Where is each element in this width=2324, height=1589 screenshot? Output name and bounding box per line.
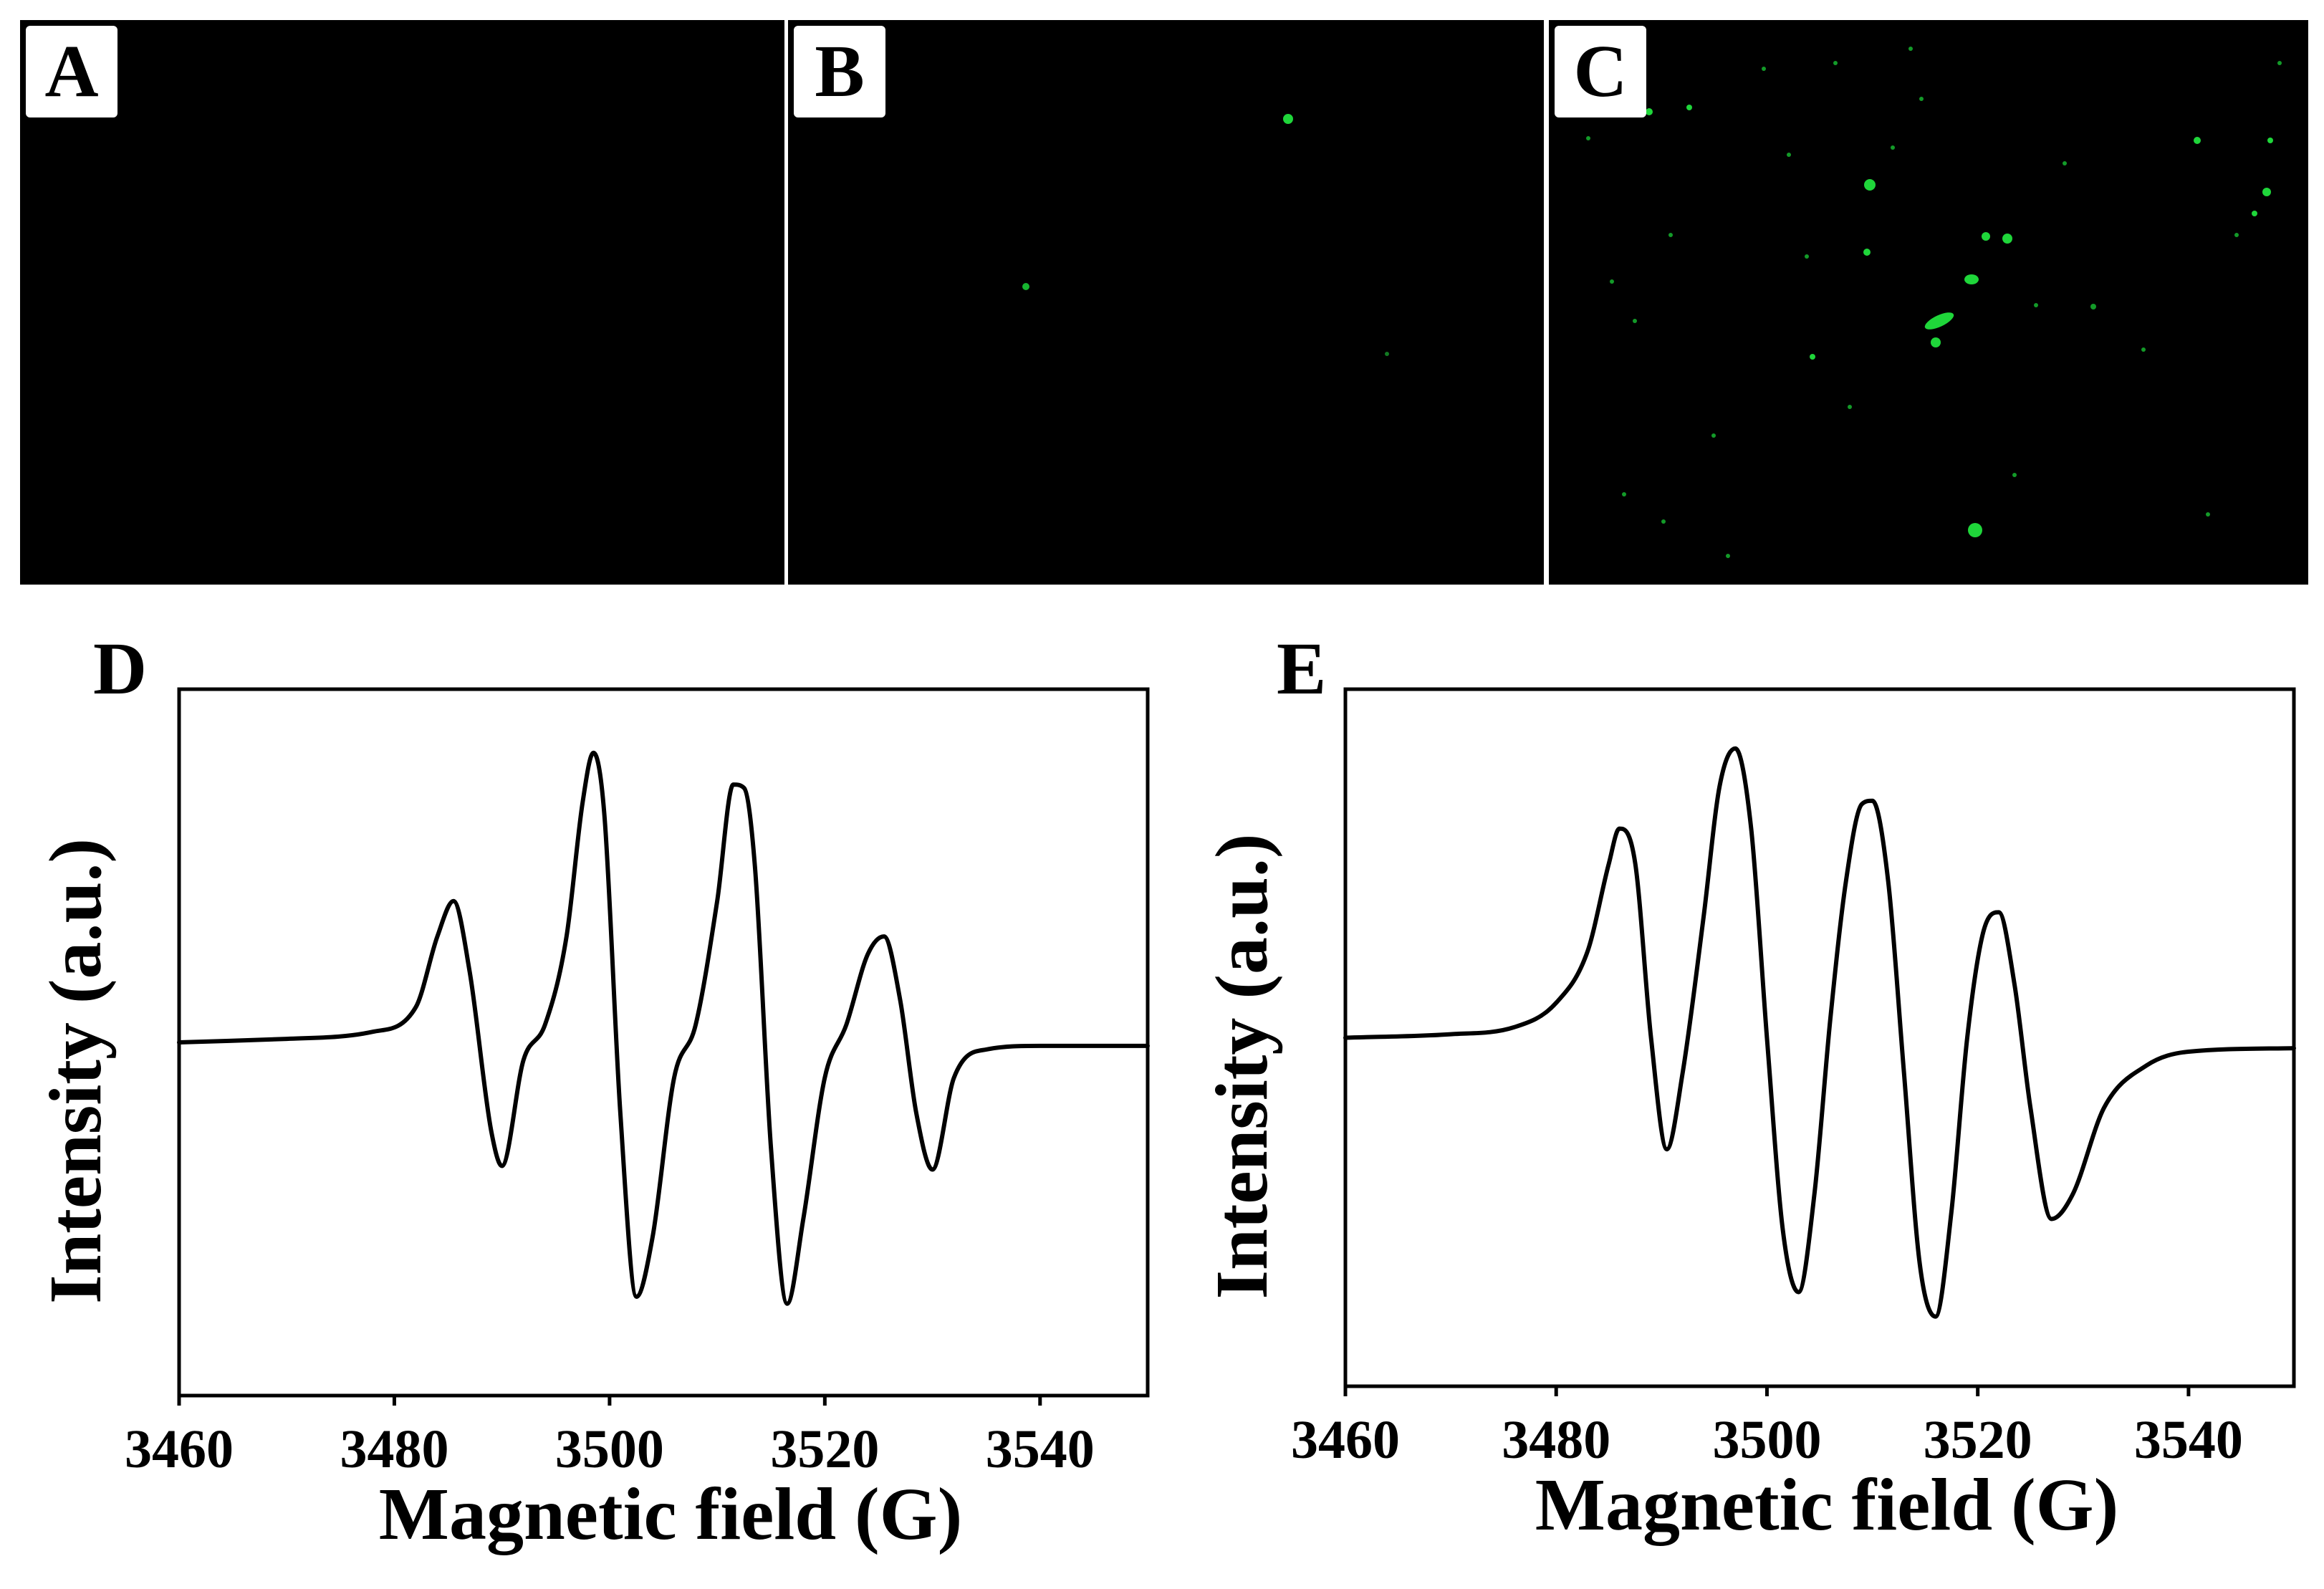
plot-frame [1343,687,2296,1388]
fluorescent-spot [1646,108,1653,115]
fluorescent-spot [2090,304,2096,309]
fluorescent-spot [2206,512,2210,517]
panel-label-a: A [26,26,117,117]
fluorescent-spot [2012,473,2017,477]
epr-chart-e: 3460 3480 3500 3520 3540 Magnetic field (G) In… [1201,687,2296,1546]
x-tick-label: 3520 [1924,1410,2032,1470]
fluorescent-spot [1661,519,1666,524]
x-tick-label: 3520 [770,1419,879,1479]
fluorescent-spot [1968,523,1982,537]
fluorescent-spot [2252,211,2257,216]
fluorescent-spot [1726,554,1730,558]
fluorescent-spot [1633,319,1637,323]
fluorescent-spot [1833,61,1838,65]
fluorescent-spot [1762,67,1766,71]
x-axis-label: Magnetic field (G) [1535,1464,2118,1546]
x-tick-label: 3480 [340,1419,448,1479]
fluorescent-spot [2277,61,2282,65]
fluorescent-spot [1022,283,1029,290]
fluorescent-spot [1622,492,1626,496]
x-tick-label: 3460 [1291,1410,1400,1470]
fluorescent-spot [1919,97,1924,101]
x-tick-label: 3480 [1502,1410,1610,1470]
fluorescent-spot [2063,161,2067,165]
fluorescent-spot [1586,136,1590,140]
panel-label-b: B [794,26,885,117]
fluorescent-spot [1711,433,1716,438]
fluorescent-spot [2267,138,2273,143]
y-axis-label: Intensity (a.u.) [1201,833,1283,1299]
fluorescent-spot [1686,105,1692,110]
fluorescent-spot [1283,114,1293,124]
fluorescent-spot [1610,279,1614,284]
fluorescent-spot [1810,354,1815,360]
fluorescent-spot [1805,254,1809,259]
fluorescent-spot [2234,233,2239,237]
fluorescent-spot [1863,249,1871,256]
fluorescent-spot [2034,303,2038,307]
x-tick-label: 3500 [555,1419,664,1479]
fluorescent-spot [1924,312,1954,330]
fluorescent-spot [1848,405,1852,409]
fluorescent-spot [1668,233,1673,237]
fluorescent-spot [2141,347,2146,352]
epr-spectrum-line [177,750,1150,1306]
fluorescent-spot [2194,137,2201,144]
panel-label-d: D [93,628,148,710]
panel-label-e: E [1277,628,1327,710]
epr-chart-d: 3460 3480 3500 3520 3540 Magnetic field (G) In… [34,687,1150,1555]
fluorescent-spot [1931,337,1941,347]
fluorescent-spot [2262,188,2271,196]
fluorescent-spot [1864,179,1876,191]
fluorescent-spot [1385,352,1389,356]
fluorescent-spot [1891,145,1895,150]
micrograph-b: B [788,20,1544,585]
epr-spectrum-line [1343,746,2296,1319]
fluorescent-spot [1964,274,1979,284]
x-tick-label: 3500 [1712,1410,1821,1470]
x-tick-label: 3460 [125,1419,234,1479]
micrograph-a: A [20,20,784,585]
x-tick-label: 3540 [986,1419,1095,1479]
panel-label-c: C [1555,26,1646,117]
micrograph-c-spots [1586,47,2282,558]
fluorescent-spot [1908,47,1913,51]
fluorescent-spot [1787,153,1791,157]
x-tick-label: 3540 [2134,1410,2243,1470]
y-axis-label: Intensity (a.u.) [34,838,117,1304]
fluorescent-spot [1982,232,1990,241]
plot-frame [177,687,1150,1398]
micrograph-b-spots [1022,114,1389,356]
x-axis-label: Magnetic field (G) [379,1473,962,1555]
fluorescent-spot [2002,234,2012,244]
micrograph-c: C [1549,20,2308,585]
